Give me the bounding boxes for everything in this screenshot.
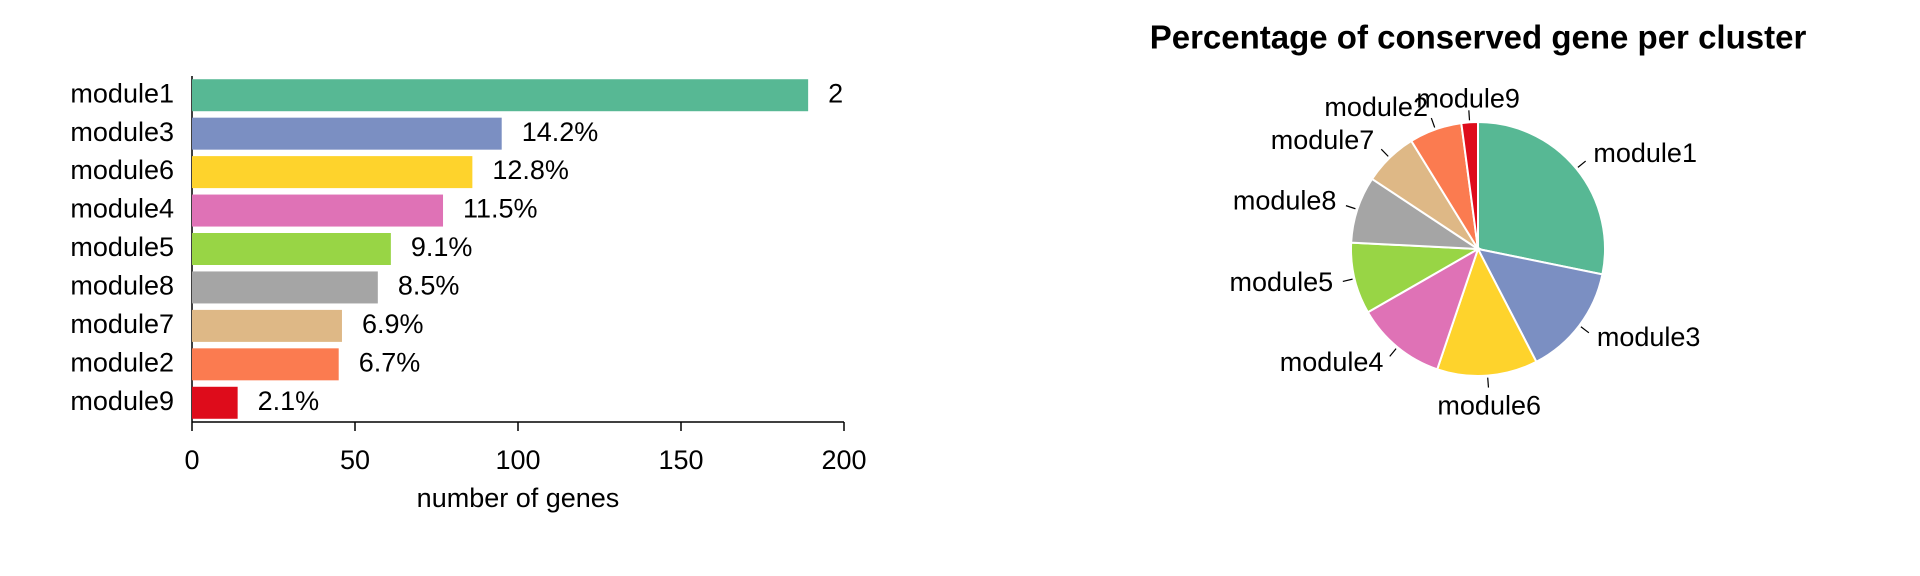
bar xyxy=(192,233,391,265)
bar xyxy=(192,117,502,150)
y-tick-label: module2 xyxy=(70,347,174,377)
y-tick-label: module5 xyxy=(70,232,174,262)
bar xyxy=(192,194,444,227)
bar-annotation: 6.7% xyxy=(359,347,421,377)
pie-slice xyxy=(1477,120,1606,276)
pie-slice xyxy=(1435,246,1538,377)
x-tick-label: 200 xyxy=(821,445,866,475)
leader-line xyxy=(1380,148,1389,157)
pie-slice xyxy=(1366,246,1480,371)
bar xyxy=(192,386,238,419)
pie-label: module4 xyxy=(1280,347,1384,377)
pie-label: module9 xyxy=(1416,83,1520,113)
x-tick-label: 100 xyxy=(495,445,540,475)
leader-line xyxy=(1468,110,1471,121)
pie-label: module6 xyxy=(1437,391,1541,421)
y-tick-label: module9 xyxy=(70,386,174,416)
pie-title: Percentage of conserved gene per cluster xyxy=(1150,19,1807,56)
pie-label: module5 xyxy=(1230,267,1334,297)
x-tick-label: 150 xyxy=(658,445,703,475)
bar-annotation: 9.1% xyxy=(411,232,473,262)
bar-annotation: 6.9% xyxy=(362,309,424,339)
leader-line xyxy=(1342,278,1353,283)
y-tick-label: module3 xyxy=(70,117,174,147)
y-tick-label: module6 xyxy=(70,155,174,185)
y-tick-label: module7 xyxy=(70,309,174,339)
y-tick-label: module1 xyxy=(70,78,174,108)
bar-annotation: 8.5% xyxy=(398,271,460,301)
bar xyxy=(192,79,809,112)
x-tick-label: 0 xyxy=(184,445,199,475)
pie-label: module2 xyxy=(1324,92,1428,122)
bar xyxy=(192,348,339,381)
leader-line xyxy=(1345,205,1356,210)
bar-annotation: 14.2% xyxy=(522,117,599,147)
pie-label: module3 xyxy=(1597,322,1701,352)
pie-label: module1 xyxy=(1593,138,1697,168)
y-tick-label: module4 xyxy=(70,194,174,224)
x-tick-label: 50 xyxy=(340,445,370,475)
pie-slice xyxy=(1460,120,1479,250)
pie-label: module8 xyxy=(1233,186,1337,216)
bar-annotation: 2.1% xyxy=(258,386,320,416)
bar xyxy=(192,309,342,342)
leader-line xyxy=(1580,326,1590,334)
bar xyxy=(192,271,378,304)
bar-annotation: 12.8% xyxy=(492,155,569,185)
leader-line xyxy=(1577,160,1587,168)
pie-slice xyxy=(1476,247,1604,364)
y-tick-label: module8 xyxy=(70,271,174,301)
bar xyxy=(192,156,473,189)
leader-line xyxy=(1430,117,1436,128)
leader-line xyxy=(1389,348,1397,357)
leader-line xyxy=(1487,377,1490,388)
bar-annotation: 2 xyxy=(828,78,843,108)
pie-label: module7 xyxy=(1271,125,1375,155)
x-axis-label: number of genes xyxy=(417,483,620,513)
bar-annotation: 11.5% xyxy=(463,194,538,224)
